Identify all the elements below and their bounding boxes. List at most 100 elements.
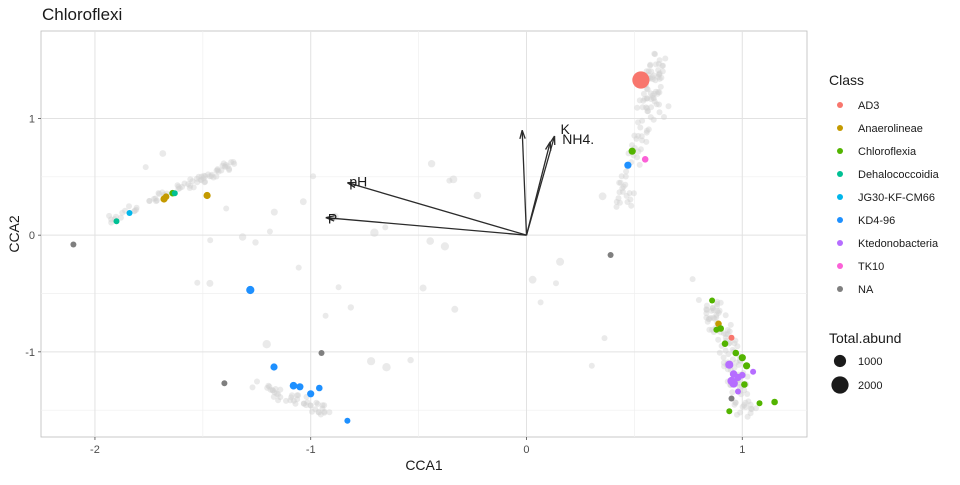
x-tick-label: -1 (306, 444, 316, 456)
background-point (640, 97, 647, 104)
background-point (197, 176, 204, 183)
background-point (722, 334, 729, 341)
legend-label: Chloroflexia (858, 146, 917, 158)
background-point (704, 318, 711, 325)
background-point (307, 402, 314, 409)
background-point (655, 67, 662, 74)
background-point (315, 409, 322, 416)
background-point (658, 74, 665, 81)
background-point (195, 173, 202, 180)
background-point (238, 233, 247, 241)
background-point (629, 142, 635, 149)
background-point (656, 89, 663, 96)
background-point (645, 68, 652, 75)
background-point (706, 326, 713, 333)
data-point (628, 147, 636, 155)
background-point (661, 114, 667, 120)
background-point (205, 171, 212, 178)
background-point (706, 315, 713, 322)
background-point (656, 109, 663, 116)
background-point (601, 335, 608, 342)
data-point (289, 381, 298, 390)
data-point (296, 383, 304, 391)
minor-gridlines (41, 31, 807, 437)
background-point (449, 175, 458, 184)
background-point (275, 391, 282, 398)
background-point (650, 116, 657, 123)
background-point (313, 399, 320, 406)
background-point (741, 402, 748, 409)
background-point (726, 328, 733, 335)
background-point (301, 400, 307, 407)
legend-label: Dehalococcoidia (858, 169, 940, 181)
background-point (635, 148, 642, 155)
background-point (644, 86, 651, 93)
arrow-line (525, 135, 556, 236)
background-point (153, 197, 160, 204)
background-point (370, 228, 379, 237)
background-point (269, 387, 276, 394)
data-point (344, 417, 351, 424)
background-point (254, 378, 260, 385)
background-point (207, 237, 214, 244)
background-point (131, 208, 138, 215)
background-point (633, 135, 640, 142)
background-point (215, 168, 222, 175)
background-point (208, 173, 215, 180)
background-point (638, 133, 645, 140)
background-point (733, 359, 740, 366)
background-point (707, 315, 714, 321)
legend-class-title: Class (829, 72, 864, 88)
background-point (382, 224, 389, 231)
data-point (709, 297, 716, 304)
background-point (711, 315, 718, 322)
data-point (624, 161, 632, 169)
background-point (175, 186, 182, 192)
background-point (714, 298, 721, 305)
background-point (303, 402, 310, 409)
legend-swatch (837, 102, 843, 108)
unclassified-background-points (106, 50, 759, 420)
background-point (528, 275, 537, 284)
background-point (287, 397, 294, 404)
background-point (133, 206, 140, 213)
background-point (648, 96, 654, 102)
background-point (741, 387, 748, 394)
background-point (689, 276, 696, 283)
background-point (153, 198, 159, 205)
background-point (321, 408, 328, 415)
background-point (142, 164, 149, 171)
background-point (717, 299, 724, 306)
data-point (318, 350, 325, 356)
background-point (647, 61, 654, 68)
background-point (213, 173, 220, 180)
background-point (224, 163, 231, 170)
data-point (632, 71, 650, 89)
legend-label: Ktedonobacteria (858, 238, 939, 250)
background-point (218, 167, 225, 174)
background-point (295, 392, 302, 399)
background-point (653, 101, 660, 108)
background-point (290, 397, 297, 404)
chart-title: Chloroflexi (42, 5, 122, 24)
background-point (198, 177, 205, 184)
background-point (226, 165, 233, 172)
background-point (652, 51, 658, 58)
background-point (655, 74, 662, 80)
background-point (657, 83, 664, 90)
background-point (660, 62, 666, 69)
background-point (645, 108, 651, 115)
background-point (201, 179, 208, 186)
background-point (656, 70, 663, 77)
background-point (631, 132, 638, 139)
background-point (208, 171, 215, 178)
background-point (747, 405, 754, 412)
background-point (223, 205, 230, 212)
background-point (264, 384, 271, 391)
background-point (189, 178, 196, 185)
background-point (623, 168, 630, 175)
background-point (219, 162, 226, 169)
x-axis-ticks: -2 -1 0 1 (90, 437, 745, 456)
background-point (641, 95, 648, 102)
background-point (662, 55, 669, 62)
